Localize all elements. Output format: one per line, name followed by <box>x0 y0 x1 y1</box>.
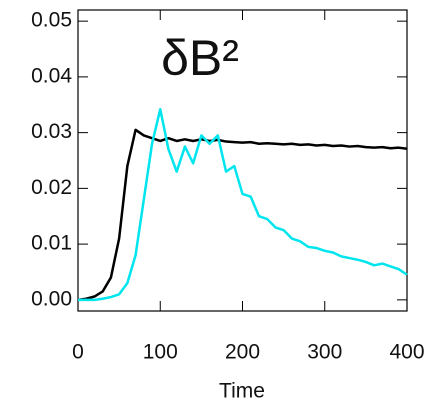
x-tick-label: 0 <box>72 341 84 364</box>
annotation: δB² <box>161 30 239 86</box>
y-tick-label: 0.03 <box>31 120 72 143</box>
y-tick-label: 0.02 <box>31 176 72 199</box>
x-axis-label: Time <box>219 380 265 403</box>
series-line <box>77 128 408 302</box>
y-tick-label: 0.04 <box>31 64 72 87</box>
y-tick-label: 0.05 <box>31 9 72 32</box>
x-tick-label: 300 <box>307 341 342 364</box>
y-tick-label: 0.00 <box>31 287 72 310</box>
x-tick-label: 100 <box>143 341 178 364</box>
y-tick-label: 0.01 <box>31 232 72 255</box>
x-tick-label: 200 <box>225 341 260 364</box>
x-tick-label: 400 <box>389 341 424 364</box>
series-line <box>78 107 408 302</box>
